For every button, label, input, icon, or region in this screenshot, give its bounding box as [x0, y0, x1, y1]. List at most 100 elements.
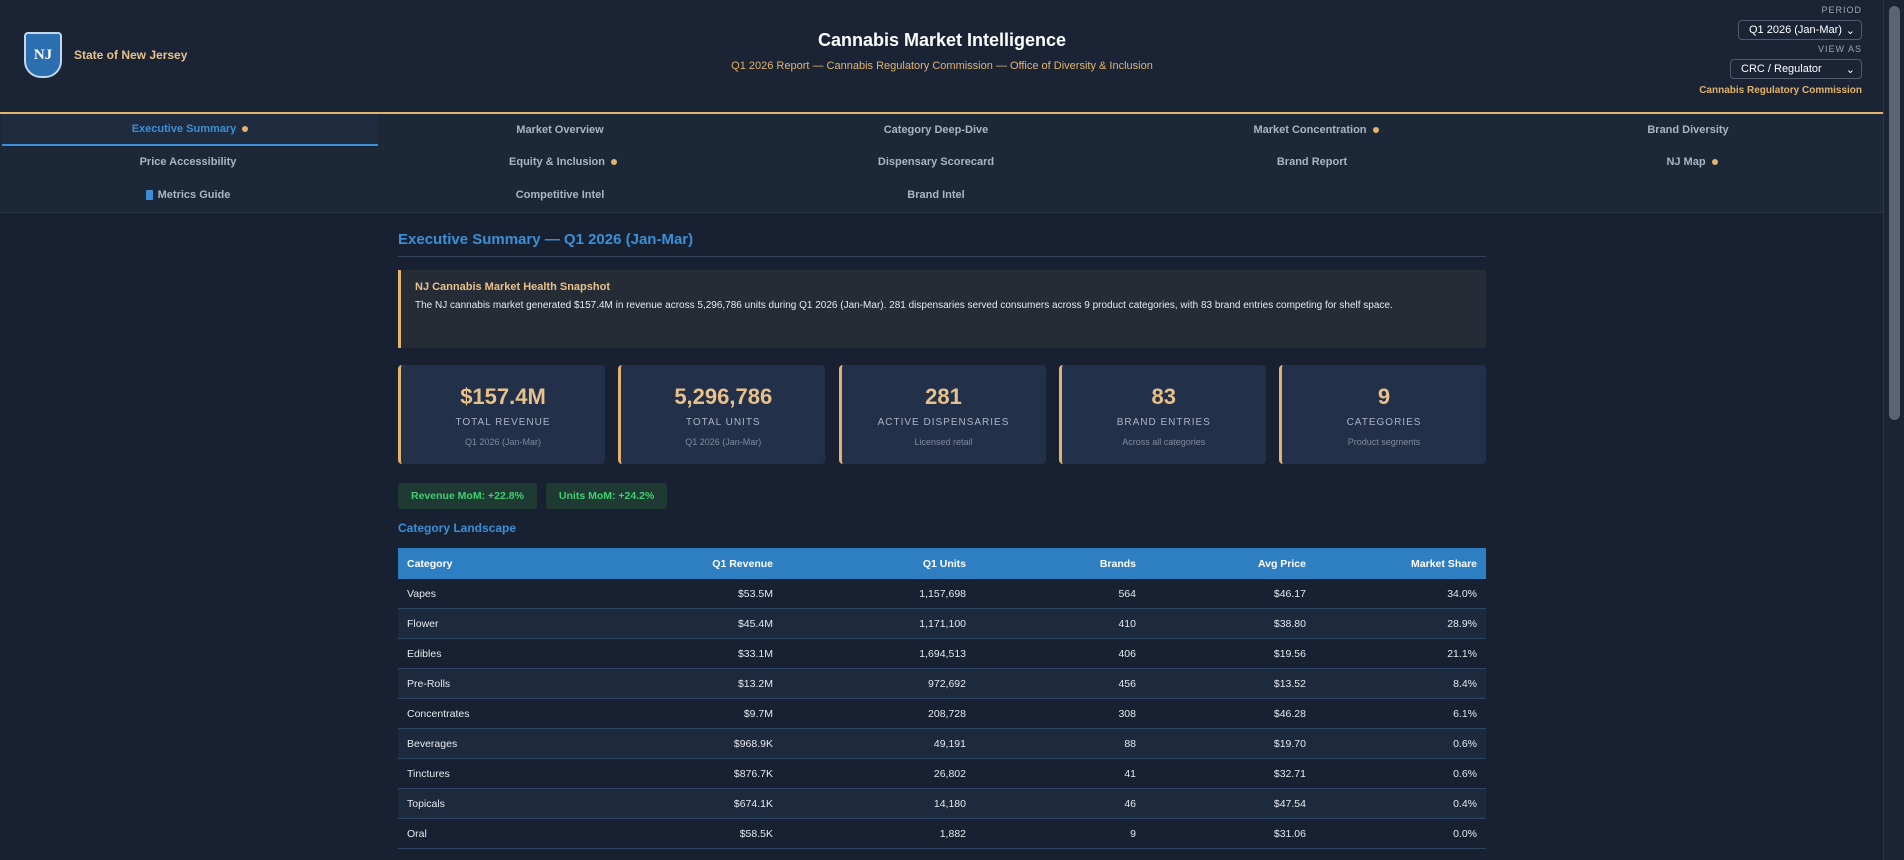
kpi-subtext: Licensed retail	[914, 437, 973, 447]
cell-revenue: $876.7K	[596, 758, 782, 789]
table-row: Pre-Rolls $13.2M 972,692 456 $13.52 8.4%	[398, 668, 1486, 699]
cell-brands: 9	[975, 818, 1145, 849]
cell-category: Vapes	[398, 579, 596, 609]
kpi-card-categories: 9 CATEGORIES Product segments	[1279, 365, 1486, 464]
tab-category-deep-dive[interactable]: Category Deep-Dive	[748, 114, 1124, 146]
cell-brands: 406	[975, 638, 1145, 669]
vertical-scrollbar[interactable]	[1883, 0, 1904, 860]
tab-dispensary-scorecard[interactable]: Dispensary Scorecard	[748, 146, 1124, 178]
tab-label: Category Deep-Dive	[883, 124, 989, 136]
kpi-value: 9	[1377, 384, 1391, 409]
kpi-label: ACTIVE DISPENSARIES	[877, 417, 1010, 428]
tab-label: Equity & Inclusion	[509, 156, 605, 168]
snapshot-text: The NJ cannabis market generated $157.4M…	[415, 300, 1393, 311]
book-icon	[145, 190, 153, 200]
view-as-select[interactable]: CRC / Regulator ⌄	[1730, 59, 1862, 79]
kpi-subtext: Q1 2026 (Jan-Mar)	[464, 437, 542, 447]
column-header-brands[interactable]: Brands	[975, 548, 1145, 579]
cell-units: 1,171,100	[782, 608, 975, 639]
kpi-subtext: Across all categories	[1122, 437, 1206, 447]
kpi-value: 83	[1151, 384, 1176, 409]
period-label: PERIOD	[1821, 5, 1862, 15]
cell-revenue: $968.9K	[596, 728, 782, 759]
scrollbar-thumb[interactable]	[1889, 6, 1900, 420]
cell-market-share: 0.4%	[1315, 788, 1486, 819]
view-as-label: VIEW AS	[1817, 44, 1862, 54]
cell-units: 208,728	[782, 698, 975, 729]
kpi-cards: $157.4M TOTAL REVENUE Q1 2026 (Jan-Mar) …	[398, 365, 1486, 464]
cell-brands: 564	[975, 579, 1145, 609]
tab-competitive-intel[interactable]: Competitive Intel	[372, 179, 748, 211]
cell-revenue: $33.1M	[596, 638, 782, 669]
cell-brands: 410	[975, 608, 1145, 639]
column-header-category[interactable]: Category	[398, 548, 596, 579]
cell-market-share: 21.1%	[1315, 638, 1486, 669]
cell-brands: 456	[975, 668, 1145, 699]
column-header-q1-units[interactable]: Q1 Units	[782, 548, 975, 579]
table-row: Vapes $53.5M 1,157,698 564 $46.17 34.0%	[398, 579, 1486, 609]
tab-nj-map[interactable]: NJ Map	[1504, 146, 1880, 178]
table-row: Concentrates $9.7M 208,728 308 $46.28 6.…	[398, 698, 1486, 729]
cell-avg-price: $19.70	[1145, 728, 1315, 759]
cell-category: Tinctures	[398, 758, 596, 789]
tab-market-overview[interactable]: Market Overview	[372, 114, 748, 146]
period-select[interactable]: Q1 2026 (Jan-Mar) ⌄	[1738, 20, 1862, 40]
header-controls: PERIOD Q1 2026 (Jan-Mar) ⌄ VIEW AS CRC /…	[1662, 5, 1862, 96]
page-title: Executive Summary — Q1 2026 (Jan-Mar)	[398, 231, 694, 248]
alert-dot-icon	[1711, 159, 1718, 165]
cell-market-share: 28.9%	[1315, 608, 1486, 639]
cell-brands: 41	[975, 758, 1145, 789]
table-row: Tinctures $876.7K 26,802 41 $32.71 0.6%	[398, 758, 1486, 789]
tab-price-accessibility[interactable]: Price Accessibility	[0, 146, 376, 178]
tab-label: NJ Map	[1666, 156, 1706, 168]
app-title: Cannabis Market Intelligence	[817, 30, 1067, 50]
category-landscape-table: Category Q1 Revenue Q1 Units Brands Avg …	[398, 548, 1486, 849]
tab-label: Price Accessibility	[139, 156, 237, 168]
kpi-card-total-revenue: $157.4M TOTAL REVENUE Q1 2026 (Jan-Mar)	[398, 365, 605, 464]
tab-brand-intel[interactable]: Brand Intel	[748, 179, 1124, 211]
tab-market-concentration[interactable]: Market Concentration	[1128, 114, 1504, 146]
column-header-market-share[interactable]: Market Share	[1315, 548, 1486, 579]
table-row: Topicals $674.1K 14,180 46 $47.54 0.4%	[398, 788, 1486, 819]
tab-label: Market Concentration	[1253, 124, 1367, 136]
cell-market-share: 0.6%	[1315, 728, 1486, 759]
state-badge-text: NJ	[33, 46, 53, 63]
kpi-subtext: Product segments	[1347, 437, 1421, 447]
kpi-value: 281	[925, 384, 962, 409]
tab-label: Dispensary Scorecard	[877, 156, 995, 168]
tab-executive-summary[interactable]: Executive Summary	[2, 114, 378, 146]
tab-equity-inclusion[interactable]: Equity & Inclusion	[375, 146, 751, 178]
cell-category: Topicals	[398, 788, 596, 819]
table-row: Beverages $968.9K 49,191 88 $19.70 0.6%	[398, 728, 1486, 759]
kpi-card-brand-entries: 83 BRAND ENTRIES Across all categories	[1058, 365, 1266, 464]
tab-label: Market Overview	[516, 124, 604, 136]
cell-avg-price: $46.17	[1145, 579, 1315, 609]
tab-label: Metrics Guide	[157, 189, 231, 201]
cell-category: Concentrates	[398, 698, 596, 729]
tab-brand-report[interactable]: Brand Report	[1124, 146, 1500, 178]
tabs-divider	[0, 212, 1884, 213]
cell-category: Beverages	[398, 728, 596, 759]
app-header: NJ State of New Jersey Cannabis Market I…	[0, 0, 1884, 112]
kpi-card-active-dispensaries: 281 ACTIVE DISPENSARIES Licensed retail	[838, 365, 1046, 464]
tab-label: Brand Intel	[907, 189, 965, 201]
cell-units: 49,191	[782, 728, 975, 759]
tab-metrics-guide[interactable]: Metrics Guide	[0, 179, 376, 211]
period-select-value: Q1 2026 (Jan-Mar)	[1749, 24, 1842, 36]
cell-avg-price: $13.52	[1145, 668, 1315, 699]
nj-shield-icon: NJ	[24, 32, 62, 78]
column-header-q1-revenue[interactable]: Q1 Revenue	[596, 548, 782, 579]
tab-brand-diversity[interactable]: Brand Diversity	[1500, 114, 1876, 146]
tab-label: Executive Summary	[131, 123, 237, 135]
cell-units: 1,882	[782, 818, 975, 849]
table-row: Flower $45.4M 1,171,100 410 $38.80 28.9%	[398, 608, 1486, 639]
page-title-divider	[398, 256, 1486, 257]
cell-avg-price: $32.71	[1145, 758, 1315, 789]
column-header-avg-price[interactable]: Avg Price	[1145, 548, 1315, 579]
header-divider	[0, 112, 1884, 114]
alert-dot-icon	[610, 159, 617, 165]
chevron-down-icon: ⌄	[1845, 63, 1855, 76]
cell-market-share: 34.0%	[1315, 579, 1486, 609]
alert-dot-icon	[1372, 127, 1379, 133]
kpi-label: BRAND ENTRIES	[1116, 417, 1211, 428]
